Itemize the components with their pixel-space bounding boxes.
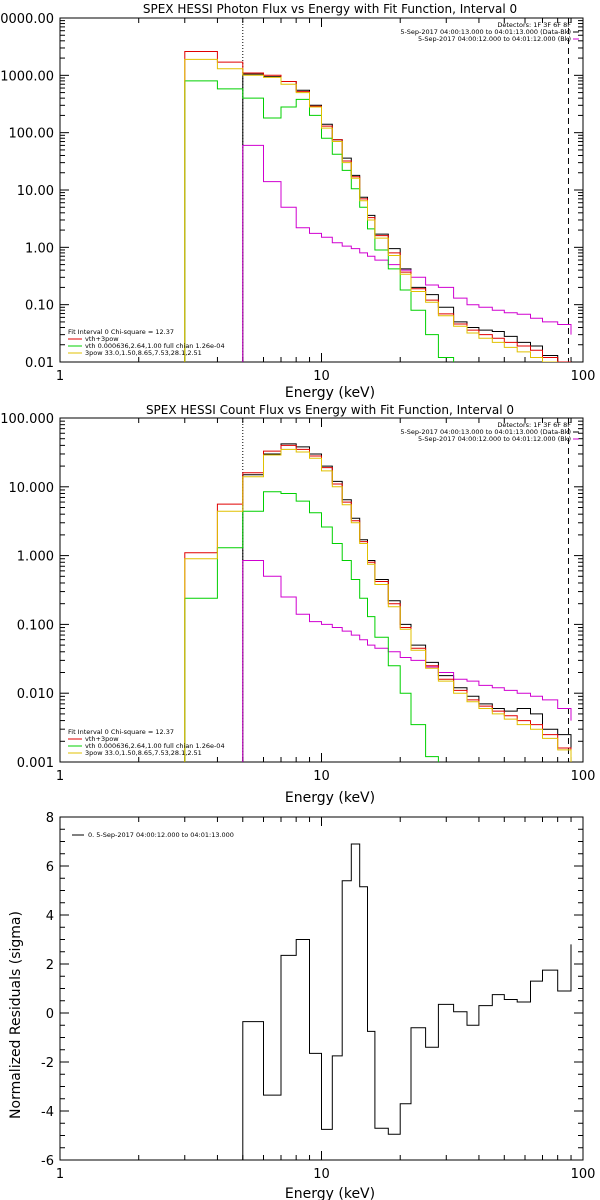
residuals-x-tick-label: 100 xyxy=(571,1167,596,1182)
residuals-y-tick-label: 6 xyxy=(46,860,54,875)
residuals-x-tick-label: 1 xyxy=(56,1167,64,1182)
photon-flux-title: SPEX HESSI Photon Flux vs Energy with Fi… xyxy=(143,2,517,16)
residuals-series-group xyxy=(242,843,572,1160)
count-flux-x-tick-label: 1 xyxy=(56,769,64,784)
photon-flux-legend-label: vth+3pow xyxy=(85,335,119,343)
count-flux-header-line: 5-Sep-2017 04:00:12.000 to 04:01:12.000 … xyxy=(418,435,571,443)
photon-flux-y-tick-label: 1.00 xyxy=(25,241,54,256)
residuals-panel: Energy (keV) Normalized Residuals (sigma… xyxy=(8,811,595,1200)
photon-flux-series-group xyxy=(184,51,572,362)
photon-flux-x-tick-label: 100 xyxy=(571,369,596,384)
count-flux-y-tick-label: 0.001 xyxy=(17,756,54,771)
residuals-series-residuals xyxy=(242,843,572,1160)
photon-flux-panel: SPEX HESSI Photon Flux vs Energy with Fi… xyxy=(0,2,595,401)
photon-flux-header-line: 5-Sep-2017 04:00:13.000 to 04:01:13.000 … xyxy=(400,28,571,36)
photon-flux-series-3pow xyxy=(184,58,558,362)
count-flux-title: SPEX HESSI Count Flux vs Energy with Fit… xyxy=(146,403,514,417)
photon-flux-series-bk xyxy=(242,144,572,362)
count-flux-y-tick-label: 0.010 xyxy=(17,687,54,702)
photon-flux-header-line: 5-Sep-2017 04:00:12.000 to 04:01:12.000 … xyxy=(418,35,571,43)
count-flux-legend-header: Fit Interval 0 Chi-square = 12.37 xyxy=(68,728,174,736)
photon-flux-x-tick-label: 10 xyxy=(313,369,330,384)
count-flux-legend-label: vth 0.000636,2.64,1.00 full chian 1.26e-… xyxy=(85,742,225,750)
photon-flux-header-line: Detectors: 1F 3F 6F 8F xyxy=(497,21,571,29)
photon-flux-y-tick-label: 10000.00 xyxy=(0,12,54,27)
count-flux-legend-label: 3pow 33.0,1.50,8.65,7.53,28.1,2.51 xyxy=(85,749,202,757)
residuals-y-tick-label: 0 xyxy=(46,1007,54,1022)
photon-flux-x-tick-label: 1 xyxy=(56,369,64,384)
count-flux-series-vth xyxy=(184,491,439,762)
photon-flux-series-vth xyxy=(184,80,455,362)
photon-flux-y-tick-label: 100.00 xyxy=(9,127,55,142)
residuals-y-tick-label: 8 xyxy=(46,811,54,826)
photon-flux-y-tick-label: 1000.00 xyxy=(0,69,54,84)
count-flux-header-line: Detectors: 1F 3F 6F 8F xyxy=(497,421,571,429)
count-flux-legend-label: vth+3pow xyxy=(85,735,119,743)
count-flux-series-bk xyxy=(242,560,572,762)
count-flux-y-tick-label: 10.000 xyxy=(9,481,55,496)
photon-flux-legend-label: vth 0.000636,2.64,1.00 full chian 1.26e-… xyxy=(85,342,225,350)
count-flux-y-tick-label: 0.100 xyxy=(17,618,54,633)
count-flux-header-line: 5-Sep-2017 04:00:13.000 to 04:01:13.000 … xyxy=(400,428,571,436)
count-flux-series-3pow xyxy=(184,448,572,762)
count-flux-y-tick-label: 100.000 xyxy=(0,412,54,427)
photon-flux-series-vth-3pow xyxy=(184,51,571,362)
count-flux-panel: SPEX HESSI Count Flux vs Energy with Fit… xyxy=(0,403,595,806)
count-flux-series-group xyxy=(184,443,572,762)
photon-flux-y-tick-label: 10.00 xyxy=(17,184,54,199)
residuals-legend-label: 0. 5-Sep-2017 04:00:12.000 to 04:01:13.0… xyxy=(88,831,234,839)
residuals-y-tick-label: -4 xyxy=(41,1105,54,1120)
residuals-y-tick-label: 4 xyxy=(46,909,54,924)
count-flux-x-tick-label: 100 xyxy=(571,769,596,784)
photon-flux-legend-label: 3pow 33.0,1.50,8.65,7.53,28.1,2.51 xyxy=(85,349,202,357)
photon-flux-x-axis-label: Energy (keV) xyxy=(285,385,375,401)
count-flux-x-axis-label: Energy (keV) xyxy=(285,790,375,806)
photon-flux-series-data-bk xyxy=(242,73,571,362)
count-flux-x-tick-label: 10 xyxy=(313,769,330,784)
count-flux-y-tick-label: 1.000 xyxy=(17,550,54,565)
residuals-x-axis-label: Energy (keV) xyxy=(285,1186,375,1200)
residuals-y-tick-label: 2 xyxy=(46,958,54,973)
count-flux-series-data-bk xyxy=(242,443,572,762)
residuals-y-axis-label: Normalized Residuals (sigma) xyxy=(8,911,24,1119)
photon-flux-y-tick-label: 0.01 xyxy=(25,356,54,371)
photon-flux-legend-header: Fit Interval 0 Chi-square = 12.37 xyxy=(68,328,174,336)
photon-flux-y-tick-label: 0.10 xyxy=(25,299,54,314)
residuals-y-tick-label: -2 xyxy=(41,1056,54,1071)
residuals-y-tick-label: -6 xyxy=(41,1154,54,1169)
residuals-x-tick-label: 10 xyxy=(313,1167,330,1182)
